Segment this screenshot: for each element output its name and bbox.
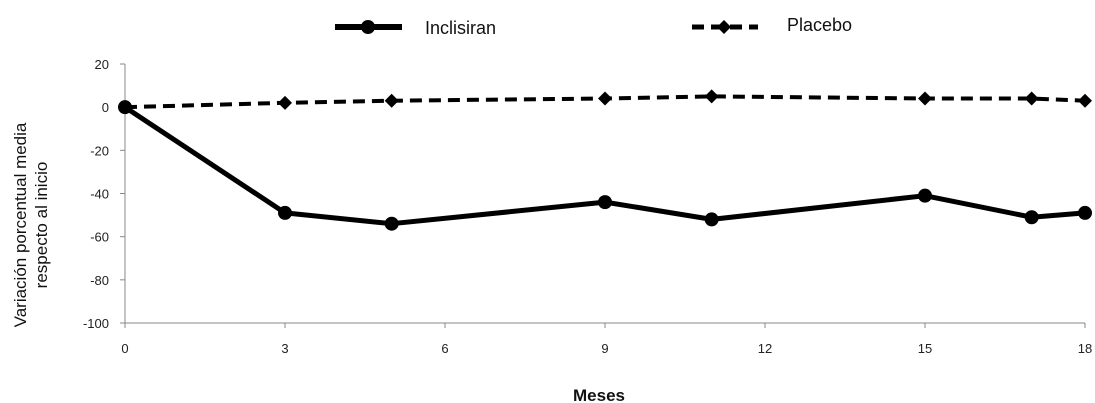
y-tick-label: -80: [90, 273, 109, 288]
x-ticks: 0 3 6 9 12 15 18: [121, 323, 1092, 356]
y-ticks: 20 0 -20 -40 -60 -80 -100: [83, 57, 125, 331]
data-point-inclisiran: [704, 212, 719, 227]
legend-marker-inclisiran: [361, 20, 375, 34]
data-point-placebo: [278, 95, 292, 110]
y-axis-title-line-2: respecto al inicio: [32, 162, 51, 289]
legend-marker-placebo: [717, 20, 731, 34]
data-point-inclisiran: [918, 188, 932, 203]
data-point-placebo: [384, 93, 399, 108]
y-tick-label: -60: [90, 230, 109, 245]
x-tick-label: 15: [918, 341, 932, 356]
x-axis-title: Meses: [573, 386, 625, 403]
series-layer: [118, 89, 1092, 231]
series-inclisiran: [118, 100, 1092, 231]
data-point-placebo: [1078, 93, 1092, 108]
x-tick-label: 6: [441, 341, 448, 356]
x-tick-label: 0: [121, 341, 128, 356]
series-line-inclisiran: [123, 105, 1086, 227]
y-tick-label: -100: [83, 316, 109, 331]
series-placebo: [118, 89, 1092, 115]
series-line-placebo: [124, 94, 1086, 110]
x-tick-label: 9: [601, 341, 608, 356]
legend-label-inclisiran: Inclisiran: [425, 18, 496, 38]
data-point-placebo: [118, 100, 132, 115]
data-point-inclisiran: [384, 216, 399, 231]
data-point-placebo: [918, 91, 932, 106]
data-point-placebo: [704, 89, 719, 104]
data-point-placebo: [1024, 91, 1039, 106]
x-tick-label: 18: [1078, 341, 1092, 356]
data-point-inclisiran: [598, 195, 612, 210]
y-tick-label: 20: [95, 57, 109, 72]
y-axis-title-line-1: Variación porcentual media: [11, 122, 30, 327]
y-tick-label: -40: [90, 187, 109, 202]
y-tick-label: 0: [102, 100, 109, 115]
data-point-placebo: [598, 91, 612, 106]
x-tick-label: 3: [281, 341, 288, 356]
data-point-inclisiran: [1024, 210, 1039, 225]
data-point-inclisiran: [278, 205, 292, 220]
y-tick-label: -20: [90, 143, 109, 158]
legend-entry-inclisiran: Inclisiran: [335, 18, 496, 38]
x-tick-label: 12: [758, 341, 772, 356]
legend-label-placebo: Placebo: [787, 15, 852, 35]
legend-entry-placebo: Placebo: [692, 15, 852, 35]
data-point-inclisiran: [1078, 205, 1092, 220]
legend: Inclisiran Placebo: [335, 15, 852, 38]
